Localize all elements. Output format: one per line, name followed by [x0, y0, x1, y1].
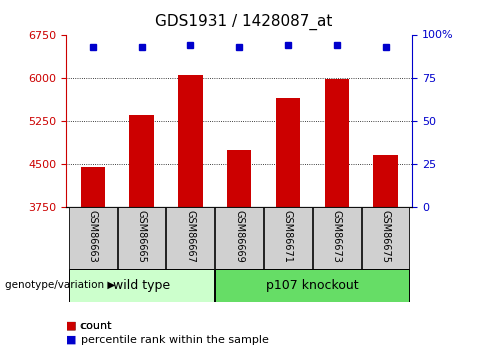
- Text: GSM86667: GSM86667: [185, 210, 195, 263]
- Bar: [118, 207, 165, 269]
- Bar: [264, 207, 312, 269]
- Bar: [362, 207, 409, 269]
- Bar: [69, 269, 214, 302]
- Text: wild type: wild type: [113, 279, 170, 292]
- Bar: [166, 207, 214, 269]
- Text: GSM86663: GSM86663: [88, 210, 98, 263]
- Bar: [215, 207, 263, 269]
- Text: GSM86665: GSM86665: [137, 210, 146, 263]
- Bar: [215, 269, 409, 302]
- Bar: [69, 207, 117, 269]
- Bar: [129, 115, 154, 207]
- Text: GSM86669: GSM86669: [234, 210, 244, 263]
- Bar: [325, 79, 349, 207]
- Text: genotype/variation ▶: genotype/variation ▶: [5, 280, 115, 290]
- Bar: [313, 207, 361, 269]
- Bar: [81, 167, 105, 207]
- Text: ■: ■: [66, 321, 77, 331]
- Bar: [276, 98, 300, 207]
- Text: ■ count: ■ count: [66, 321, 111, 331]
- Text: GSM86673: GSM86673: [332, 210, 342, 263]
- Text: percentile rank within the sample: percentile rank within the sample: [81, 335, 268, 345]
- Text: count: count: [81, 321, 112, 331]
- Text: p107 knockout: p107 knockout: [266, 279, 359, 292]
- Text: ■: ■: [66, 335, 77, 345]
- Text: GDS1931 / 1428087_at: GDS1931 / 1428087_at: [155, 14, 333, 30]
- Bar: [373, 155, 398, 207]
- Text: GSM86675: GSM86675: [381, 210, 390, 263]
- Bar: [178, 75, 203, 207]
- Bar: [227, 149, 251, 207]
- Text: GSM86671: GSM86671: [283, 210, 293, 263]
